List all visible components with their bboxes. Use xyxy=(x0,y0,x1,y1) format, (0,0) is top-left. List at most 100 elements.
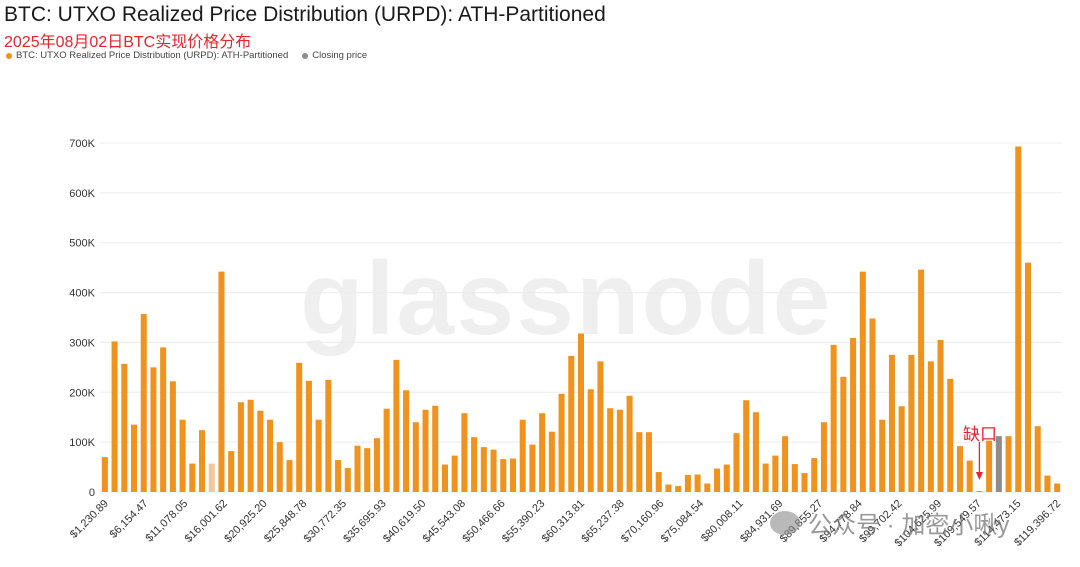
urpd-bar[interactable] xyxy=(305,380,312,492)
urpd-bar[interactable] xyxy=(684,475,691,492)
urpd-bar[interactable] xyxy=(150,367,157,492)
urpd-bar[interactable] xyxy=(1044,475,1051,492)
urpd-bar[interactable] xyxy=(519,419,526,492)
legend-item-closing-price[interactable]: Closing price xyxy=(302,50,367,61)
urpd-bar[interactable] xyxy=(976,491,983,492)
urpd-bar[interactable] xyxy=(966,460,973,492)
urpd-bar[interactable] xyxy=(286,460,293,492)
urpd-bar[interactable] xyxy=(354,445,361,492)
urpd-bar[interactable] xyxy=(986,440,993,492)
urpd-bar[interactable] xyxy=(257,410,264,492)
urpd-bar[interactable] xyxy=(956,446,963,492)
urpd-bar[interactable] xyxy=(432,405,439,492)
urpd-bar[interactable] xyxy=(782,436,789,492)
urpd-bar[interactable] xyxy=(267,419,274,492)
urpd-bar[interactable] xyxy=(723,464,730,492)
urpd-bar[interactable] xyxy=(461,413,468,492)
urpd-bar[interactable] xyxy=(714,468,721,492)
urpd-bar[interactable] xyxy=(276,442,283,492)
urpd-bar[interactable] xyxy=(364,448,371,492)
urpd-bar[interactable] xyxy=(879,419,886,492)
urpd-bar[interactable] xyxy=(403,390,410,492)
urpd-bar[interactable] xyxy=(296,362,303,492)
urpd-bar[interactable] xyxy=(344,468,351,492)
urpd-bar[interactable] xyxy=(189,463,196,492)
urpd-bar[interactable] xyxy=(607,408,614,492)
urpd-bar[interactable] xyxy=(373,438,380,492)
urpd-bar[interactable] xyxy=(947,378,954,492)
legend-item-urpd[interactable]: BTC: UTXO Realized Price Distribution (U… xyxy=(6,50,288,61)
urpd-bar[interactable] xyxy=(335,460,342,492)
urpd-bar[interactable] xyxy=(577,333,585,492)
urpd-bar[interactable] xyxy=(587,389,594,492)
urpd-bar[interactable] xyxy=(101,457,108,492)
urpd-bar[interactable] xyxy=(850,337,857,492)
urpd-bar[interactable] xyxy=(140,314,147,492)
urpd-bar[interactable] xyxy=(752,412,759,492)
urpd-bar[interactable] xyxy=(626,395,633,492)
urpd-bar[interactable] xyxy=(325,379,332,492)
urpd-bar[interactable] xyxy=(616,409,623,492)
urpd-bar[interactable] xyxy=(840,376,847,492)
urpd-bar[interactable] xyxy=(820,422,827,492)
urpd-bar[interactable] xyxy=(636,432,643,492)
urpd-bar[interactable] xyxy=(237,402,244,492)
urpd-bar[interactable] xyxy=(675,486,682,492)
urpd-bar[interactable] xyxy=(1005,436,1012,492)
urpd-bar[interactable] xyxy=(743,400,750,492)
urpd-bar[interactable] xyxy=(490,449,497,492)
urpd-bar[interactable] xyxy=(694,474,701,492)
urpd-bar[interactable] xyxy=(927,361,934,492)
urpd-bar[interactable] xyxy=(529,444,536,492)
urpd-bar[interactable] xyxy=(733,433,740,492)
urpd-bar[interactable] xyxy=(772,455,779,492)
urpd-bar[interactable] xyxy=(412,422,419,492)
urpd-bar[interactable] xyxy=(918,269,925,492)
urpd-bar[interactable] xyxy=(160,347,167,492)
urpd-bar[interactable] xyxy=(898,406,905,492)
urpd-bar[interactable] xyxy=(383,408,390,492)
urpd-bar[interactable] xyxy=(568,355,575,492)
urpd-bar[interactable] xyxy=(1015,146,1022,493)
urpd-bar[interactable] xyxy=(121,363,128,492)
urpd-bar[interactable] xyxy=(247,399,254,492)
urpd-bar[interactable] xyxy=(500,459,507,492)
urpd-bar[interactable] xyxy=(888,354,895,492)
urpd-bar[interactable] xyxy=(199,430,206,492)
urpd-bar[interactable] xyxy=(208,463,215,492)
urpd-bar[interactable] xyxy=(811,458,818,492)
urpd-bar[interactable] xyxy=(869,318,876,492)
urpd-bar[interactable] xyxy=(179,419,186,492)
urpd-bar[interactable] xyxy=(111,341,118,492)
urpd-bar[interactable] xyxy=(480,447,487,492)
urpd-bar[interactable] xyxy=(597,361,604,492)
urpd-bar[interactable] xyxy=(1054,483,1061,492)
urpd-bar[interactable] xyxy=(471,437,478,492)
urpd-bar[interactable] xyxy=(665,484,672,492)
closing-price-bar[interactable] xyxy=(995,436,1002,492)
urpd-bar[interactable] xyxy=(393,359,400,492)
urpd-bar[interactable] xyxy=(859,271,866,492)
urpd-bar[interactable] xyxy=(130,424,138,492)
urpd-bar[interactable] xyxy=(228,451,235,492)
urpd-bar[interactable] xyxy=(1024,262,1032,492)
urpd-bar[interactable] xyxy=(218,271,225,492)
urpd-bar[interactable] xyxy=(558,393,565,492)
urpd-bar[interactable] xyxy=(169,381,176,492)
urpd-bar[interactable] xyxy=(762,463,769,492)
urpd-bar[interactable] xyxy=(646,432,653,492)
urpd-bar[interactable] xyxy=(908,354,915,492)
urpd-bar[interactable] xyxy=(422,409,429,492)
urpd-bar[interactable] xyxy=(1034,426,1041,492)
urpd-bar[interactable] xyxy=(539,413,546,492)
urpd-bar[interactable] xyxy=(937,339,944,492)
urpd-bar[interactable] xyxy=(441,464,448,492)
urpd-bar[interactable] xyxy=(830,344,837,492)
urpd-bar[interactable] xyxy=(791,464,798,492)
urpd-bar[interactable] xyxy=(509,458,516,492)
urpd-bar[interactable] xyxy=(655,472,662,492)
urpd-bar[interactable] xyxy=(801,473,808,492)
urpd-bar[interactable] xyxy=(451,455,458,492)
urpd-bar[interactable] xyxy=(548,431,555,492)
urpd-bar[interactable] xyxy=(315,419,322,492)
